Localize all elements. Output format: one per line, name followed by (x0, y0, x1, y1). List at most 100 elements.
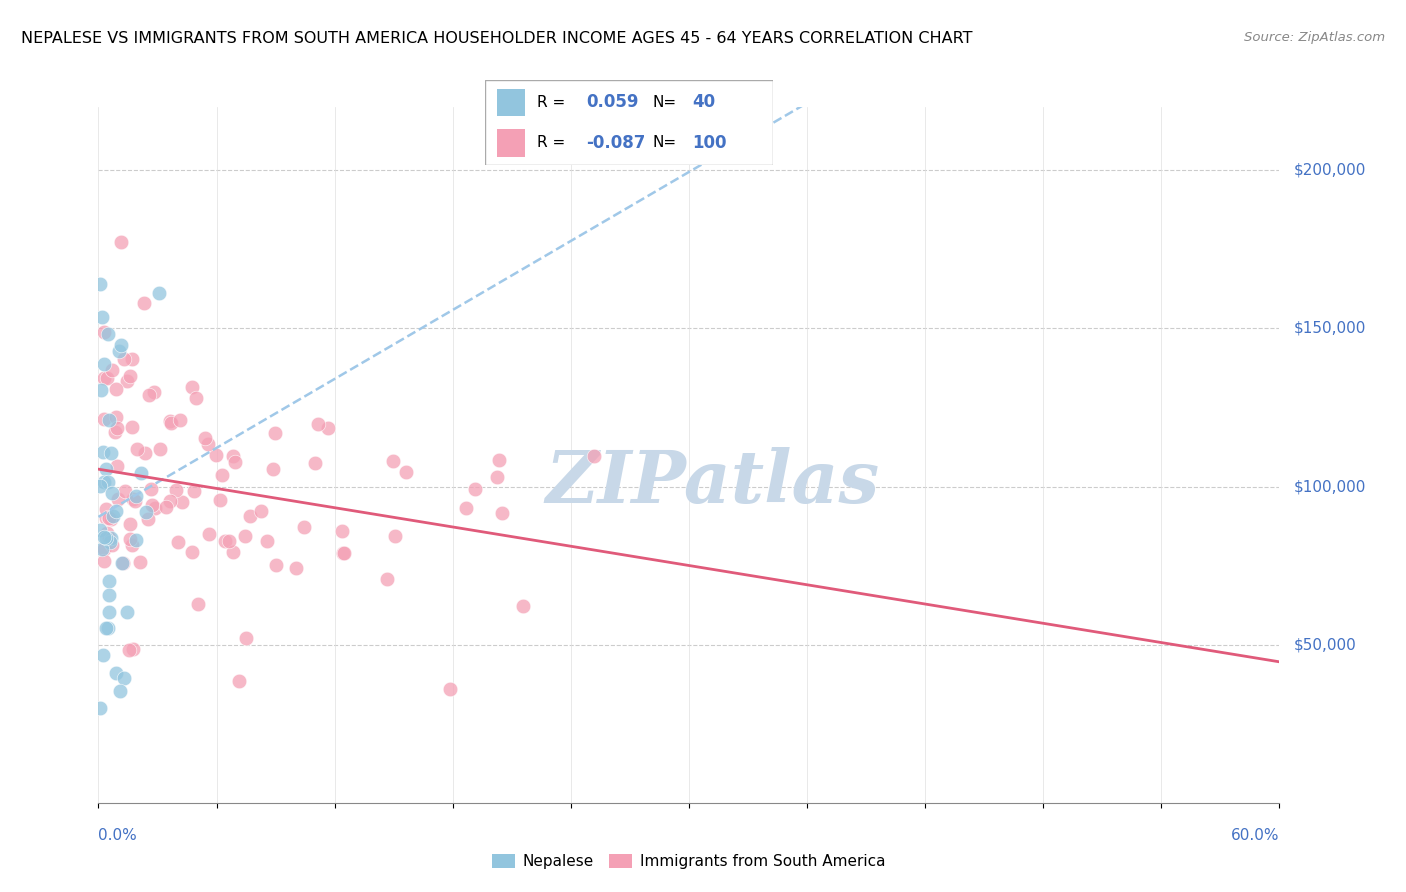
Point (204, 448, 226, 462)
Point (104, 425, 127, 439)
Text: 0.059: 0.059 (586, 94, 638, 112)
Point (105, 421, 128, 435)
Point (100, 446, 122, 460)
Point (183, 483, 205, 498)
Point (143, 501, 166, 516)
Point (93, 412, 115, 426)
Point (97, 511, 120, 525)
Point (93, 475, 115, 489)
Point (96, 371, 118, 385)
Point (159, 494, 181, 508)
Point (93, 371, 115, 385)
Point (186, 391, 208, 405)
Point (96, 526, 118, 541)
Point (208, 493, 231, 508)
Point (124, 494, 146, 508)
Point (89, 277, 111, 291)
Point (333, 546, 356, 560)
Point (181, 380, 204, 394)
Point (159, 414, 181, 428)
Point (121, 420, 143, 434)
Point (125, 489, 148, 503)
Text: 0.0%: 0.0% (98, 828, 138, 843)
Point (304, 456, 326, 470)
Point (139, 482, 162, 496)
Point (96, 621, 118, 635)
Point (118, 643, 141, 657)
Point (114, 484, 136, 499)
Point (94, 462, 117, 476)
Point (167, 535, 190, 549)
Point (121, 538, 143, 552)
Text: 100: 100 (693, 134, 727, 152)
Point (122, 642, 145, 657)
Point (194, 431, 217, 445)
Point (316, 421, 339, 435)
Text: R =: R = (537, 95, 565, 110)
Point (187, 597, 209, 611)
Point (104, 382, 127, 396)
Point (307, 417, 329, 432)
Point (264, 558, 287, 573)
Point (112, 351, 135, 366)
Point (97, 509, 120, 524)
Point (218, 534, 240, 549)
Point (134, 446, 156, 460)
Point (256, 534, 278, 549)
Point (91, 310, 114, 324)
Point (439, 681, 461, 696)
Point (263, 425, 285, 440)
Point (292, 520, 315, 534)
Point (159, 416, 181, 430)
Point (107, 343, 129, 358)
Point (91, 648, 114, 662)
Point (98, 574, 121, 589)
Point (104, 504, 127, 518)
Point (249, 504, 271, 518)
FancyBboxPatch shape (485, 80, 773, 165)
Point (104, 409, 127, 424)
Point (197, 437, 219, 451)
Point (112, 671, 135, 685)
Text: $150,000: $150,000 (1294, 321, 1365, 336)
Point (111, 557, 134, 571)
Point (96, 501, 118, 516)
Text: R =: R = (537, 136, 565, 151)
Point (93, 357, 115, 371)
Point (464, 483, 486, 497)
Point (582, 449, 605, 463)
Text: $100,000: $100,000 (1294, 479, 1365, 494)
Point (93, 553, 115, 567)
Point (101, 538, 124, 552)
Point (332, 546, 354, 560)
Point (132, 295, 155, 310)
Point (222, 450, 245, 464)
Point (136, 512, 159, 526)
FancyBboxPatch shape (496, 89, 526, 116)
Point (488, 452, 510, 467)
Text: $200,000: $200,000 (1294, 163, 1365, 178)
Point (93, 542, 115, 557)
Text: -0.087: -0.087 (586, 134, 645, 152)
Point (165, 483, 187, 497)
Point (129, 467, 152, 481)
Point (512, 599, 534, 613)
Point (89, 523, 111, 537)
Point (395, 465, 418, 479)
Point (456, 501, 478, 516)
Point (101, 485, 124, 500)
FancyBboxPatch shape (496, 129, 526, 157)
Point (211, 468, 233, 483)
Point (98, 531, 121, 545)
Point (148, 285, 170, 300)
Point (222, 544, 245, 558)
Text: $50,000: $50,000 (1294, 637, 1357, 652)
Text: ZIPatlas: ZIPatlas (546, 447, 880, 518)
Point (107, 492, 129, 507)
Point (485, 469, 508, 483)
Point (239, 509, 262, 524)
Point (90, 384, 112, 398)
Point (235, 529, 257, 543)
Point (110, 683, 132, 698)
Point (94, 622, 117, 636)
